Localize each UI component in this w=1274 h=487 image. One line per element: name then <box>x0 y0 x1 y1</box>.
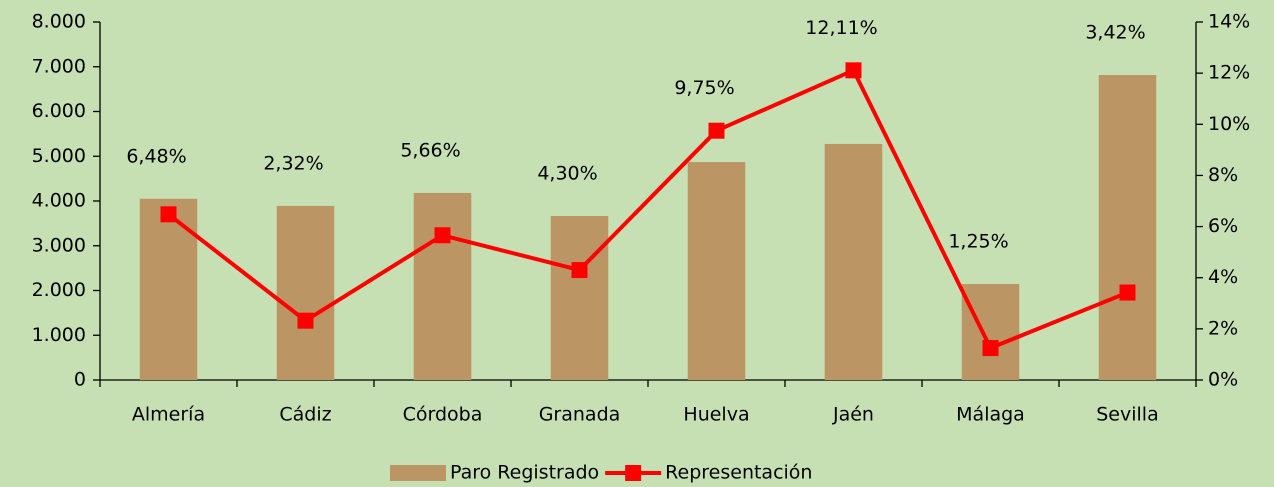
data-label: 12,11% <box>805 17 877 39</box>
y2-tick-label: 2% <box>1208 317 1238 339</box>
marker <box>571 262 588 279</box>
bar <box>276 205 335 380</box>
bar <box>139 198 198 380</box>
marker <box>982 340 999 357</box>
marker <box>160 206 177 223</box>
x-tick-label: Jaén <box>832 404 874 426</box>
x-tick-label: Córdoba <box>403 404 483 426</box>
marker <box>434 227 451 244</box>
y-tick-label: 6.000 <box>32 100 86 122</box>
x-tick-label: Sevilla <box>1096 404 1158 426</box>
bar <box>687 162 746 380</box>
y-tick-label: 0 <box>74 369 86 391</box>
y-tick-label: 8.000 <box>32 11 86 33</box>
bar <box>1098 75 1157 380</box>
marker <box>297 312 314 329</box>
x-tick-label: Almería <box>132 404 205 426</box>
bar <box>824 143 883 380</box>
data-label: 6,48% <box>126 145 186 167</box>
y-tick-label: 3.000 <box>32 234 86 256</box>
y2-tick-label: 8% <box>1208 164 1238 186</box>
data-label: 2,32% <box>263 152 323 174</box>
x-tick-label: Cádiz <box>279 404 331 426</box>
data-label: 5,66% <box>400 139 460 161</box>
legend-marker <box>625 465 642 481</box>
y-tick-label: 5.000 <box>32 145 86 167</box>
y-tick-label: 1.000 <box>32 324 86 346</box>
bar <box>413 192 472 380</box>
bar <box>961 284 1020 380</box>
data-label: 1,25% <box>948 231 1008 253</box>
line <box>167 68 1129 351</box>
x-tick-label: Granada <box>539 404 621 426</box>
legend-label: Paro Registrado <box>450 462 599 484</box>
marker <box>845 62 862 79</box>
data-label: 9,75% <box>674 77 734 99</box>
x-tick-label: Málaga <box>956 404 1025 426</box>
y2-tick-label: 14% <box>1208 11 1250 33</box>
y-tick-label: 4.000 <box>32 190 86 212</box>
data-label: 4,30% <box>537 162 597 184</box>
marker <box>708 122 725 139</box>
y2-tick-label: 10% <box>1208 113 1250 135</box>
y-tick-label: 2.000 <box>32 279 86 301</box>
data-label: 3,42% <box>1085 22 1145 44</box>
y-tick-label: 7.000 <box>32 55 86 77</box>
x-tick-label: Huelva <box>683 404 749 426</box>
legend-swatch <box>390 465 446 481</box>
y2-tick-label: 0% <box>1208 369 1238 391</box>
marker <box>1119 284 1136 301</box>
y2-tick-label: 12% <box>1208 62 1250 84</box>
y2-tick-label: 4% <box>1208 266 1238 288</box>
legend-label: Representación <box>665 462 812 484</box>
y2-tick-label: 6% <box>1208 215 1238 237</box>
bar <box>550 215 609 380</box>
